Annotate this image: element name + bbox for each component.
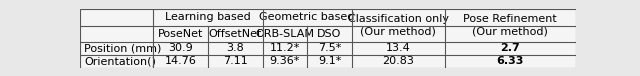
Text: Position (mm): Position (mm)	[84, 43, 161, 53]
Text: 7.11: 7.11	[223, 56, 248, 66]
Bar	[80, 26, 154, 42]
Text: PoseNet: PoseNet	[158, 29, 204, 39]
Text: 11.2*: 11.2*	[269, 43, 300, 53]
Bar	[445, 26, 576, 42]
Text: Orientation(): Orientation()	[84, 56, 156, 66]
Bar	[352, 42, 445, 55]
Bar	[445, 42, 576, 55]
Bar	[352, 25, 576, 26]
Text: Pose Refinement
(Our method): Pose Refinement (Our method)	[463, 14, 557, 37]
Text: 9.1*: 9.1*	[318, 56, 341, 66]
Bar	[262, 9, 307, 26]
Text: 7.5*: 7.5*	[318, 43, 341, 53]
Bar	[262, 26, 307, 42]
Bar	[445, 55, 576, 68]
Bar	[208, 42, 262, 55]
Bar	[307, 26, 352, 42]
Text: 3.8: 3.8	[227, 43, 244, 53]
Bar	[208, 9, 262, 26]
Bar	[307, 55, 352, 68]
Text: 30.9: 30.9	[168, 43, 193, 53]
Text: 6.33: 6.33	[497, 56, 524, 66]
Text: 2.7: 2.7	[500, 43, 520, 53]
Bar	[154, 42, 208, 55]
Bar	[445, 9, 576, 26]
Bar	[208, 55, 262, 68]
Text: Learning based: Learning based	[165, 12, 251, 22]
Bar	[80, 9, 154, 26]
Text: 13.4: 13.4	[386, 43, 410, 53]
Bar	[262, 55, 307, 68]
Bar	[307, 42, 352, 55]
Bar	[352, 9, 445, 26]
Bar	[80, 42, 154, 55]
Text: Classification only
(Our method): Classification only (Our method)	[348, 14, 449, 37]
Text: Geometric based: Geometric based	[259, 12, 355, 22]
Text: 14.76: 14.76	[164, 56, 196, 66]
Bar	[262, 42, 307, 55]
Bar	[154, 9, 208, 26]
Text: 9.36*: 9.36*	[269, 56, 300, 66]
Bar	[80, 55, 154, 68]
Text: ORB-SLAM: ORB-SLAM	[255, 29, 314, 39]
Bar	[154, 26, 208, 42]
Bar	[208, 26, 262, 42]
Bar	[154, 55, 208, 68]
Bar	[352, 55, 445, 68]
Text: 20.83: 20.83	[382, 56, 414, 66]
Bar	[307, 9, 352, 26]
Text: OffsetNet: OffsetNet	[209, 29, 262, 39]
Bar	[352, 26, 445, 42]
Text: DSO: DSO	[317, 29, 342, 39]
